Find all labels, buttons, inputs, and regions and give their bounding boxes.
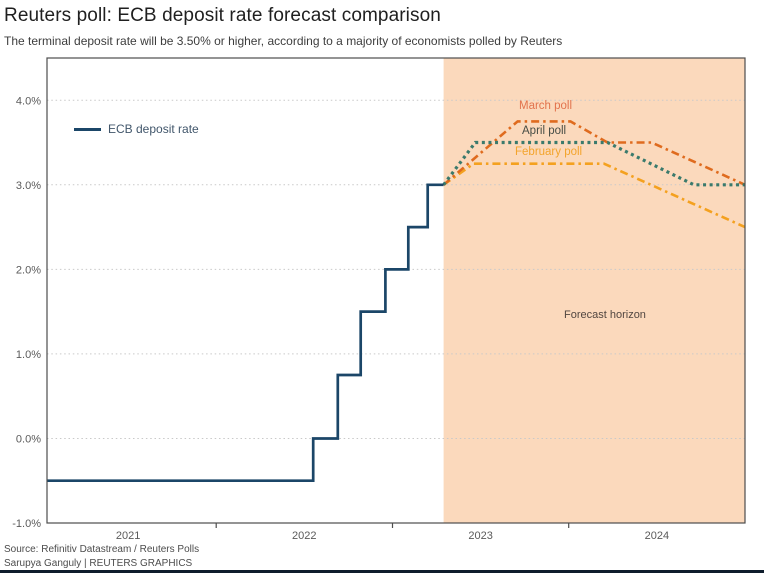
y-tick-label: -1.0%: [12, 518, 41, 530]
legend-label: ECB deposit rate: [108, 122, 199, 136]
april-poll-label: April poll: [522, 125, 567, 137]
series-line-ecb-deposit-rate: [47, 183, 444, 483]
page-subtitle: The terminal deposit rate will be 3.50% …: [4, 34, 563, 48]
legend-line-swatch: [74, 127, 101, 131]
bottom-rule: [0, 570, 764, 573]
credit-text: Sarupya Ganguly | REUTERS GRAPHICS: [4, 558, 193, 569]
y-tick-label: 4.0%: [16, 95, 41, 107]
forecast-horizon-label: Forecast horizon: [564, 309, 646, 321]
chart-legend: ECB deposit rate: [74, 122, 199, 136]
y-tick-label: 2.0%: [16, 264, 41, 276]
y-tick-label: 3.0%: [16, 180, 41, 192]
february-poll-label: February poll: [515, 146, 583, 158]
series-line-february-poll: [442, 162, 746, 229]
x-tick-label: 2023: [468, 530, 492, 542]
series-line-april-poll: [442, 140, 745, 187]
series-line-march-poll: [442, 120, 746, 186]
forecast-band: [443, 58, 745, 523]
page-title: Reuters poll: ECB deposit rate forecast …: [4, 5, 441, 26]
y-tick-label: 0.0%: [16, 434, 41, 446]
x-tick-label: 2022: [292, 530, 316, 542]
y-tick-label: 1.0%: [16, 349, 41, 361]
plot-border: [46, 57, 746, 524]
x-tick-label: 2024: [645, 530, 669, 542]
x-tick-label: 2021: [116, 530, 140, 542]
march-poll-label: March poll: [519, 100, 573, 112]
source-text: Source: Refinitiv Datastream / Reuters P…: [4, 544, 200, 555]
